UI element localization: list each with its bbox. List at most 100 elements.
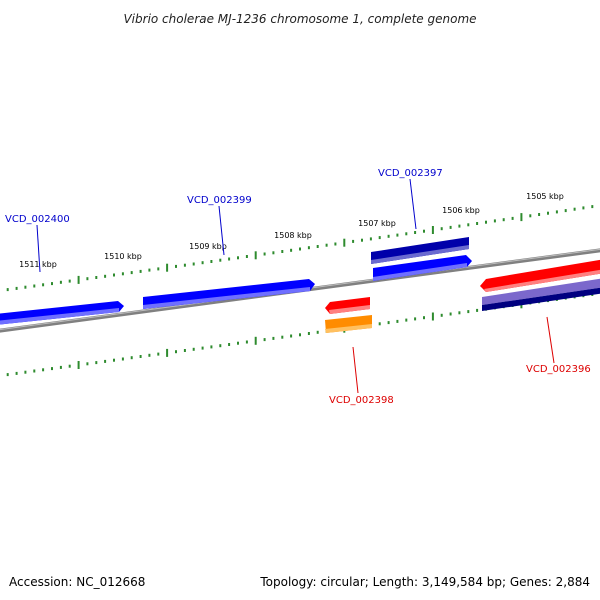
inner-tick-11: [86, 362, 89, 366]
gene-arrow-vcd-002396[interactable]: [480, 259, 600, 292]
inner-tick-9: [68, 364, 71, 368]
inner-tick-27: [228, 343, 231, 346]
outer-tick-20: [166, 263, 169, 272]
outer-tick-68: [591, 205, 594, 209]
inner-tick-50: [431, 312, 434, 321]
outer-tick-58: [502, 218, 505, 222]
inner-tick-45: [387, 321, 390, 325]
leader-line-vcd-002400: [36, 224, 41, 273]
gene-arrow-vcd-002398b-shade: [325, 324, 372, 333]
outer-tick-54: [467, 223, 470, 227]
outer-tick-28: [237, 256, 239, 260]
ruler-label-1507: 1507 kbp: [358, 219, 396, 228]
outer-tick-64: [555, 210, 558, 214]
outer-tick-2: [6, 288, 9, 292]
inner-tick-19: [157, 352, 160, 356]
outer-tick-22: [183, 263, 186, 267]
outer-tick-44: [378, 236, 381, 240]
outer-tick-63: [547, 211, 549, 215]
inner-tick-51: [440, 313, 443, 317]
outer-tick-62: [538, 213, 541, 216]
inner-tick-8: [59, 365, 62, 369]
leader-line-vcd-002398: [352, 346, 359, 394]
gene-label-vcd-002396[interactable]: VCD_002396: [526, 364, 591, 375]
outer-tick-12: [95, 276, 98, 279]
inner-tick-32: [272, 336, 275, 340]
inner-tick-44: [378, 322, 381, 326]
outer-tick-53: [458, 224, 461, 228]
outer-tick-51: [440, 227, 443, 231]
inner-tick-36: [307, 332, 310, 335]
inner-tick-54: [467, 310, 470, 314]
outer-tick-48: [414, 231, 417, 234]
gene-arrow-vcd-002397-shade: [371, 245, 469, 264]
gene-arrow-vcd-002401-shade: [0, 308, 119, 325]
outer-tick-18: [148, 268, 151, 272]
outer-tick-61: [529, 214, 532, 218]
outer-tick-42: [361, 238, 363, 242]
outer-tick-24: [201, 261, 204, 265]
outer-tick-ring: [6, 205, 594, 292]
inner-tick-18: [148, 353, 151, 357]
outer-tick-29: [245, 255, 248, 258]
gene-label-vcd-002400[interactable]: VCD_002400: [5, 214, 70, 225]
gene-arrow-vcd-002398-shade: [329, 305, 370, 314]
inner-tick-47: [405, 318, 408, 322]
outer-tick-27: [228, 257, 231, 261]
outer-tick-31: [263, 252, 266, 256]
outer-tick-56: [485, 220, 487, 224]
outer-tick-9: [68, 279, 71, 283]
outer-tick-23: [192, 262, 195, 266]
ruler-label-1505: 1505 kbp: [526, 192, 564, 201]
inner-tick-46: [396, 319, 399, 323]
inner-tick-28: [237, 341, 239, 345]
outer-tick-67: [582, 206, 585, 210]
outer-tick-6: [42, 283, 45, 287]
outer-tick-21: [175, 264, 177, 268]
outer-tick-43: [369, 237, 372, 241]
inner-tick-52: [449, 312, 452, 316]
outer-tick-38: [325, 243, 328, 247]
gene-arrow-vcd-002399-shade: [373, 263, 467, 281]
gene-label-vcd-002399[interactable]: VCD_002399: [187, 195, 252, 206]
outer-tick-34: [290, 248, 293, 252]
ruler-label-1506: 1506 kbp: [442, 206, 480, 215]
inner-tick-25: [210, 345, 213, 349]
gene-label-vcd-002398[interactable]: VCD_002398: [329, 395, 394, 406]
inner-tick-2: [6, 373, 9, 377]
inner-tick-10: [77, 361, 80, 369]
inner-tick-4: [24, 370, 27, 374]
outer-tick-39: [334, 242, 337, 246]
outer-tick-8: [59, 280, 62, 284]
outer-tick-65: [564, 209, 567, 213]
inner-tick-53: [458, 311, 461, 315]
inner-tick-55: [476, 308, 479, 312]
ruler-label-1511: 1511 kbp: [19, 260, 57, 269]
outer-tick-57: [493, 219, 496, 223]
outer-tick-45: [387, 234, 390, 238]
inner-tick-48: [414, 317, 417, 321]
outer-tick-50: [431, 226, 434, 234]
inner-tick-49: [423, 316, 425, 320]
inner-tick-13: [104, 359, 107, 363]
inner-tick-16: [130, 356, 133, 360]
outer-tick-5: [33, 284, 36, 288]
outer-tick-32: [272, 251, 275, 255]
outer-tick-17: [139, 269, 142, 273]
inner-tick-3: [15, 371, 18, 375]
outer-tick-36: [307, 246, 310, 250]
accession-text: Accession: NC_012668: [9, 575, 146, 589]
leader-line-vcd-002399: [218, 205, 225, 256]
gene-label-vcd-002397[interactable]: VCD_002397: [378, 168, 443, 179]
outer-tick-7: [51, 282, 53, 286]
gene-arrow-vcd-002395-dark[interactable]: [482, 287, 600, 311]
outer-tick-19: [157, 267, 160, 271]
outer-tick-3: [15, 286, 18, 290]
inner-tick-14: [113, 358, 115, 362]
outer-tick-37: [316, 245, 319, 248]
gene-arrow-vcd-002395[interactable]: [482, 278, 600, 305]
inner-tick-22: [183, 349, 186, 352]
inner-tick-17: [139, 355, 142, 358]
outer-tick-40: [343, 238, 346, 247]
